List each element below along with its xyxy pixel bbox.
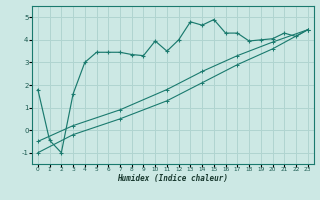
X-axis label: Humidex (Indice chaleur): Humidex (Indice chaleur)	[117, 174, 228, 183]
